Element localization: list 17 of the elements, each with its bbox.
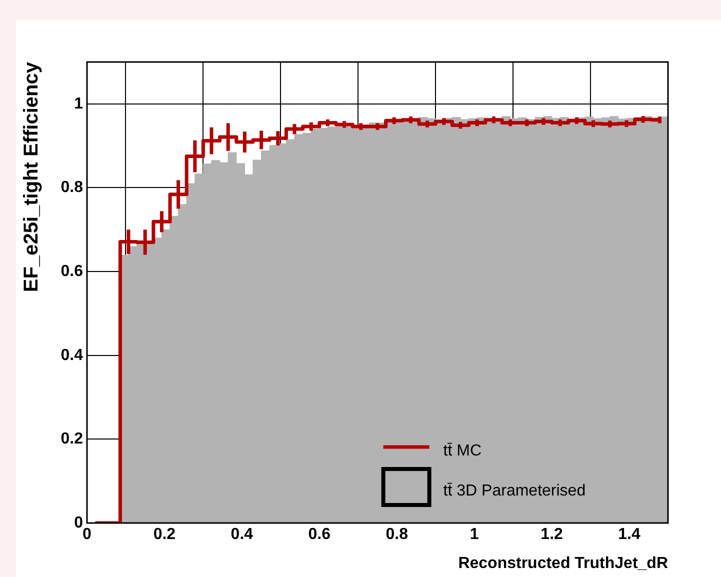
x-tick-label: 1.2	[540, 526, 564, 544]
x-axis-title: Reconstructed TruthJet_dR	[458, 554, 668, 572]
y-tick-label: 0.4	[60, 346, 84, 364]
y-axis-title: EF_e25i_tight Efficiency	[20, 61, 43, 292]
y-tick-label: 0.6	[60, 262, 84, 280]
x-tick-label: 0.2	[153, 526, 176, 544]
x-tick-label: 0.4	[230, 526, 254, 544]
y-tick-label: 0	[74, 514, 84, 532]
y-tick-label: 0.2	[60, 430, 84, 448]
legend-label: tt̄ MC	[443, 442, 482, 460]
y-tick-label: 1	[74, 95, 84, 112]
x-tick-label: 0.8	[386, 526, 408, 544]
x-tick-label: 1	[470, 526, 479, 544]
series-label: tt̄ 3D Parameterised	[443, 482, 586, 500]
y-tick-label: 0.8	[60, 179, 84, 196]
x-tick-label: 1.4	[618, 526, 640, 544]
x-tick-label: 0.6	[308, 526, 331, 544]
